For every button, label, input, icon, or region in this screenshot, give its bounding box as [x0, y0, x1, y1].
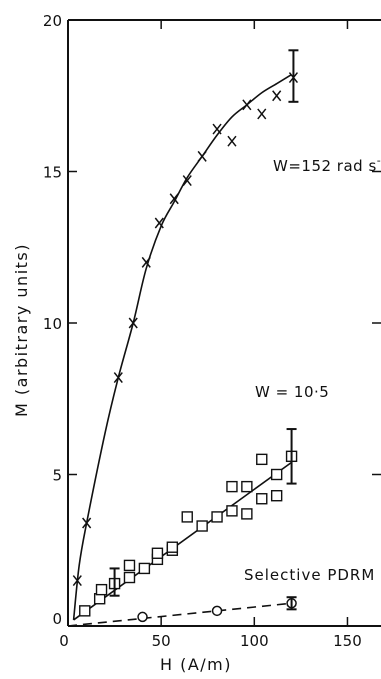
data-point-x-stroke	[197, 150, 207, 162]
data-point-square	[181, 511, 193, 523]
data-point-square	[226, 505, 238, 517]
data-point-square	[241, 480, 253, 493]
data-point-x-stroke	[227, 135, 237, 147]
y-tick-label: 5	[52, 467, 62, 485]
data-point-square	[211, 511, 223, 523]
data-point-x-stroke	[141, 256, 151, 268]
x-tick-label: 0	[59, 632, 69, 650]
annotation-w152-sup: -1	[377, 154, 381, 167]
data-point-x	[272, 90, 282, 102]
data-point-x	[113, 372, 123, 384]
data-point-square	[270, 490, 283, 502]
data-point-square	[256, 453, 268, 466]
data-point-x-stroke	[212, 123, 222, 135]
fit-line-series-1	[72, 73, 292, 621]
data-point-x	[197, 150, 207, 162]
plot-frame	[67, 19, 381, 627]
annotation-w152: W=152 rad s-1	[273, 154, 381, 175]
x-tick-label: 100	[240, 632, 269, 650]
data-point-x-stroke	[82, 517, 92, 529]
data-point-x-stroke	[154, 217, 164, 229]
data-point-x-stroke	[242, 99, 252, 111]
data-point-square	[256, 493, 268, 505]
axis-ticks: 0 50 100 150 0 5 10 15 20	[43, 12, 381, 650]
data-point-x	[154, 217, 164, 229]
fit-line-series-3	[67, 602, 292, 627]
data-point-x	[169, 193, 179, 205]
data-point-x-stroke	[113, 372, 123, 384]
data-point-x	[227, 135, 237, 147]
data-point-square	[138, 562, 151, 575]
data-point-square	[123, 571, 136, 584]
data-point-x	[141, 256, 151, 268]
y-tick-label: 15	[43, 164, 62, 182]
data-markers	[72, 72, 299, 623]
data-point-x	[242, 99, 252, 111]
data-point-square	[270, 468, 283, 481]
data-point-x-stroke	[182, 175, 192, 187]
fit-lines	[67, 73, 293, 627]
error-bars	[109, 49, 299, 611]
x-axis-label: H (A/m)	[160, 655, 232, 674]
data-point-square	[151, 547, 164, 559]
data-point-x-stroke	[272, 90, 282, 102]
data-point-x-stroke	[72, 575, 82, 587]
data-point-square	[241, 508, 253, 520]
fit-line-series-2	[73, 461, 293, 621]
data-point-square	[79, 605, 91, 617]
data-point-circle	[211, 605, 223, 617]
y-tick-label: 0	[52, 610, 62, 628]
data-point-x	[212, 123, 222, 135]
y-tick-label: 10	[43, 315, 62, 333]
y-axis-label: M (arbitrary units)	[12, 243, 31, 417]
data-point-square	[123, 559, 136, 572]
data-point-circle	[137, 611, 148, 623]
data-point-x	[72, 575, 82, 587]
data-point-x	[128, 317, 138, 329]
data-point-x-stroke	[169, 193, 179, 205]
data-point-x	[257, 108, 267, 120]
y-tick-label: 20	[43, 12, 62, 30]
data-point-x-stroke	[128, 317, 138, 329]
annotation-pdrm: Selective PDRM	[244, 566, 375, 584]
x-tick-label: 150	[333, 632, 362, 650]
data-point-square	[196, 520, 208, 532]
data-point-x	[182, 175, 192, 187]
x-tick-label: 50	[152, 632, 171, 650]
data-point-x-stroke	[257, 108, 267, 120]
data-point-square	[95, 583, 108, 596]
annotation-w152-text: W=152 rad s	[273, 157, 377, 175]
data-point-square	[226, 480, 238, 493]
annotation-w10: W = 10·5	[255, 383, 329, 401]
data-point-x	[82, 517, 92, 529]
data-point-square	[166, 541, 179, 553]
